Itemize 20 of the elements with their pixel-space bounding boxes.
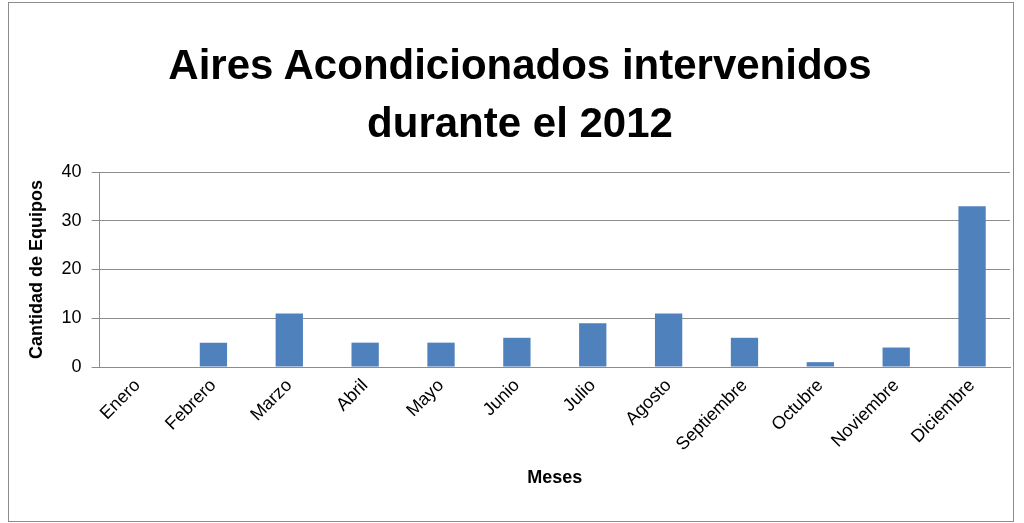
y-tick-label: 40 bbox=[61, 160, 82, 181]
bar bbox=[882, 347, 910, 367]
y-tick-label: 30 bbox=[61, 209, 82, 230]
bar bbox=[730, 337, 759, 367]
bar bbox=[958, 206, 986, 367]
bar bbox=[275, 313, 303, 367]
bar bbox=[199, 342, 228, 367]
bar bbox=[351, 342, 379, 367]
y-tick-label: 0 bbox=[71, 356, 82, 377]
x-axis-title: Meses bbox=[527, 467, 583, 488]
bar bbox=[579, 323, 607, 367]
y-axis-title: Cantidad de Equipos bbox=[25, 180, 46, 360]
bar bbox=[427, 342, 455, 367]
bar bbox=[503, 337, 531, 367]
y-tick-label: 10 bbox=[61, 307, 82, 328]
bar bbox=[654, 313, 683, 367]
x-tick-label: Julio bbox=[558, 374, 600, 416]
bar bbox=[806, 362, 834, 367]
chart-title: Aires Acondicionados intervenidos durante el 2012 bbox=[167, 40, 873, 148]
y-tick-label: 20 bbox=[61, 258, 82, 279]
